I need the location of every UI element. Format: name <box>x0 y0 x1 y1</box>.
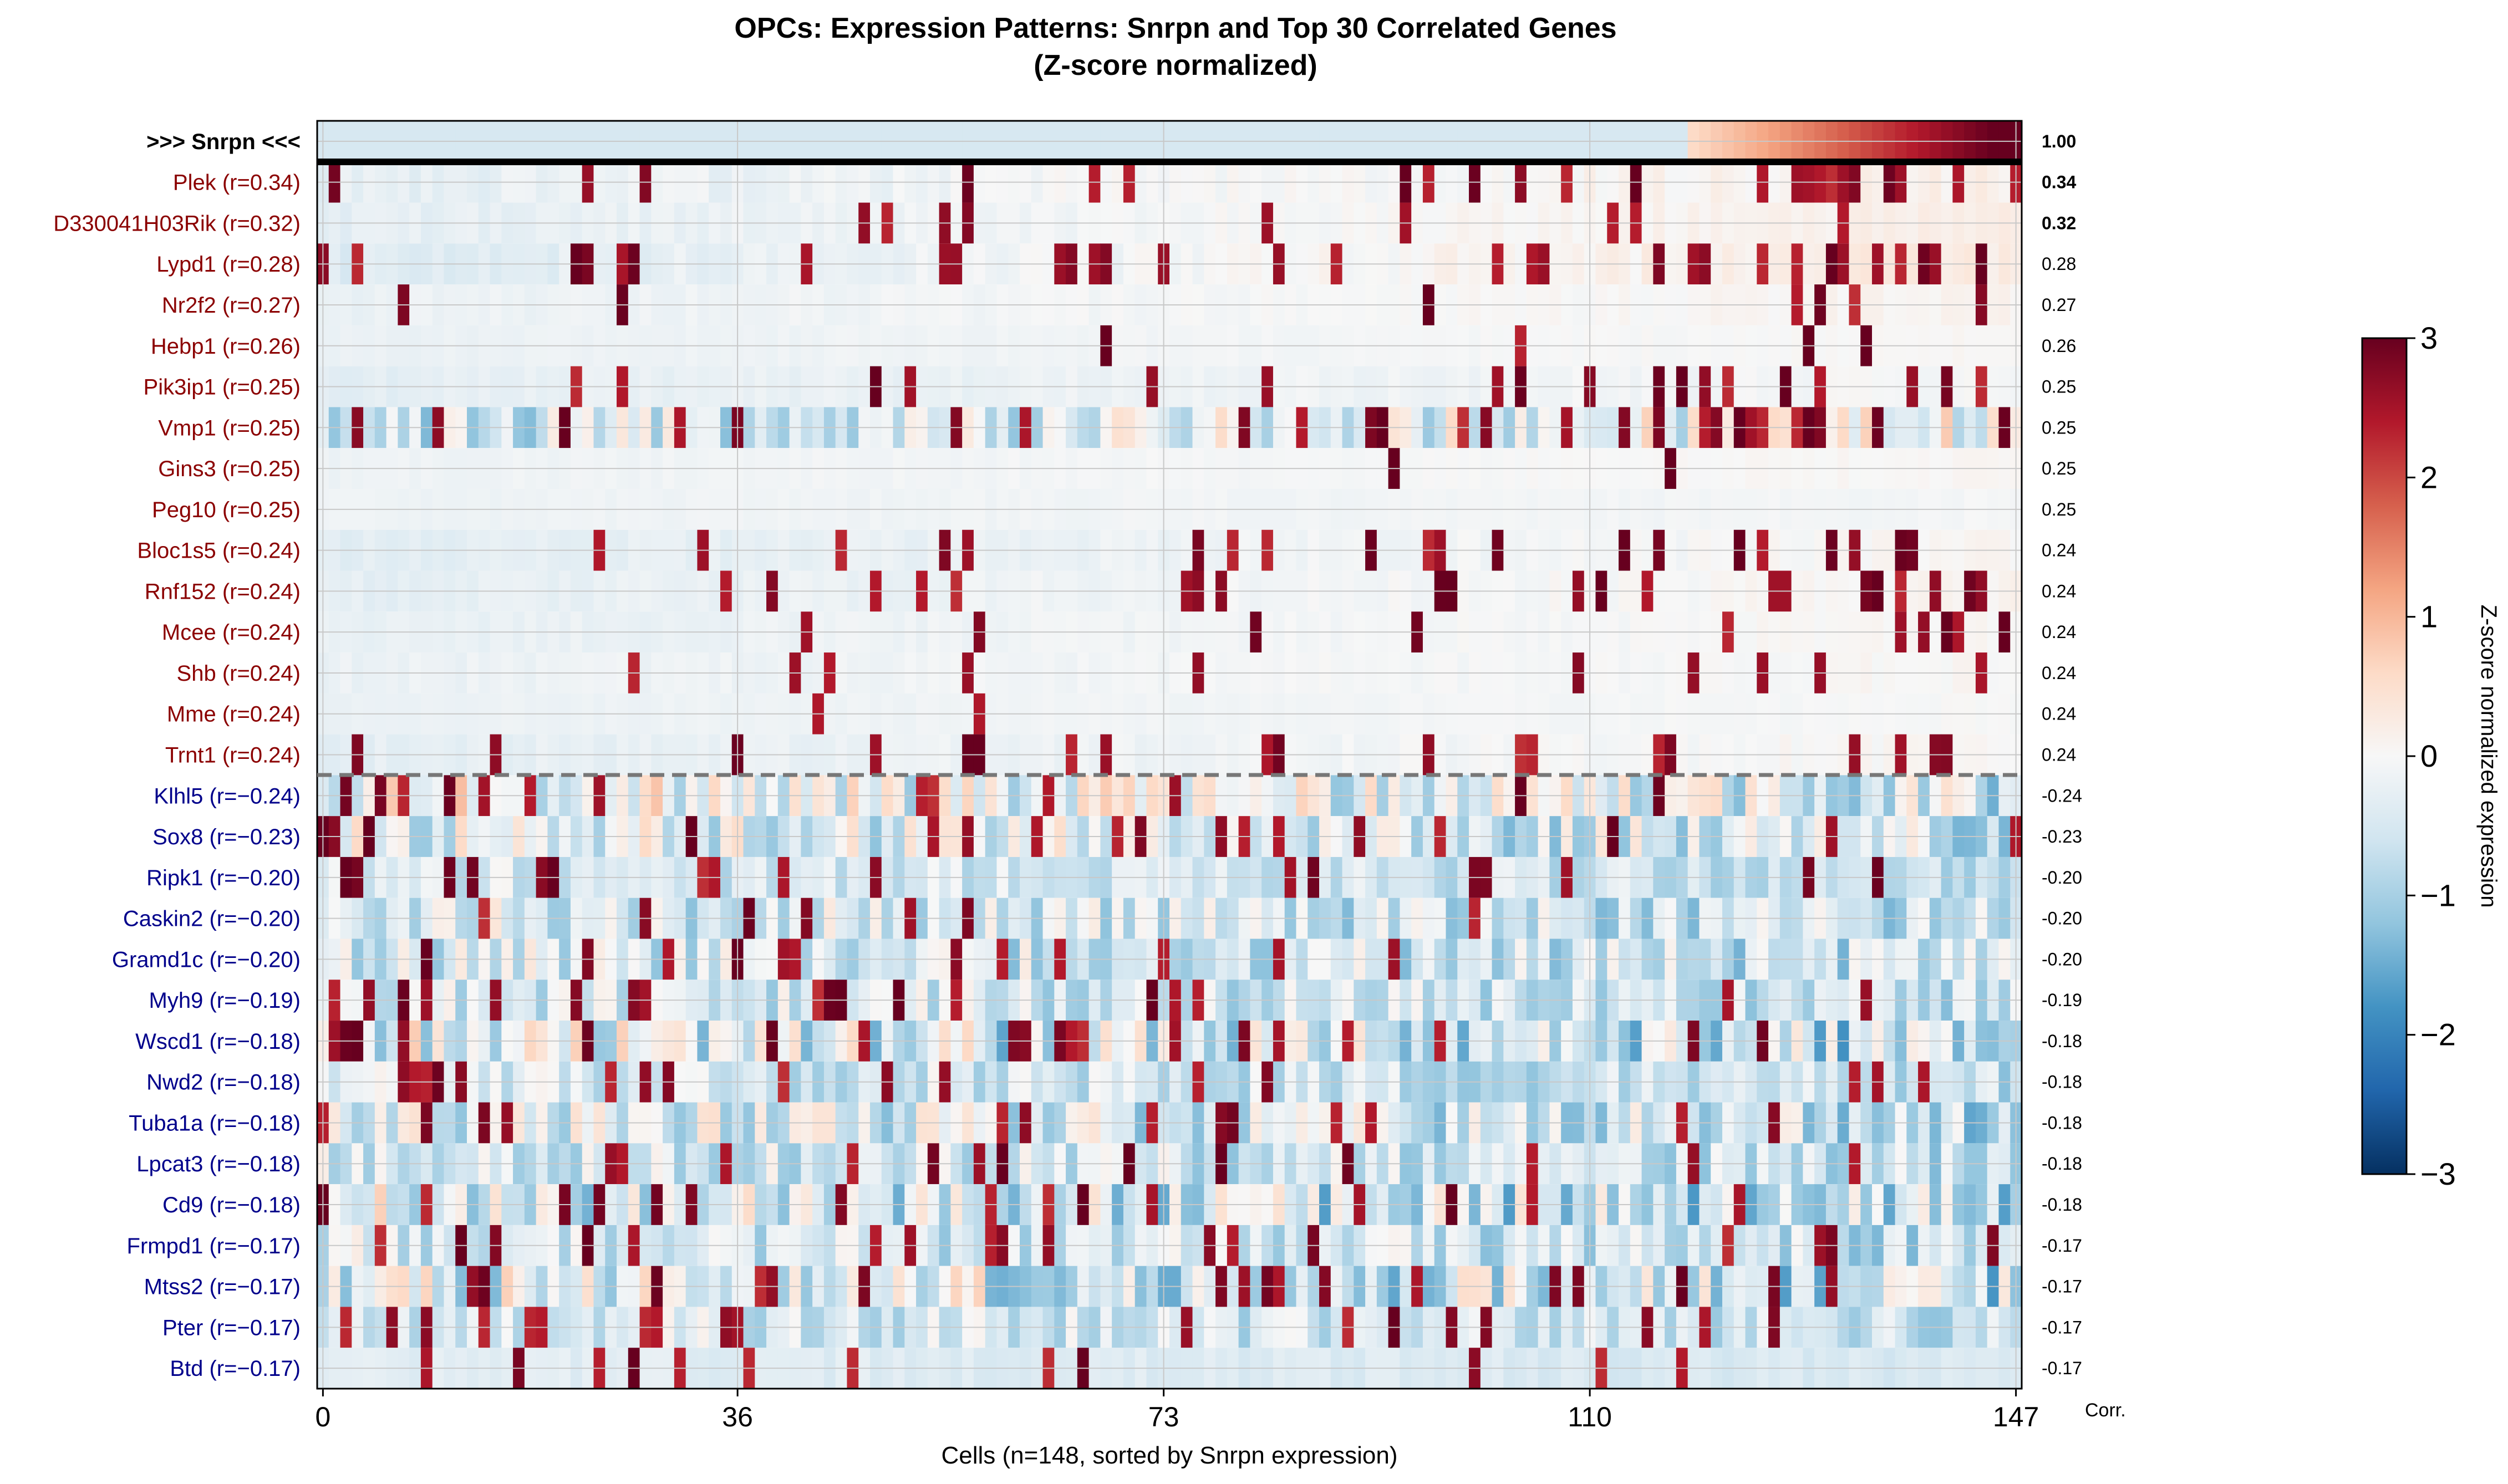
x-tick-label: 73 <box>1148 1401 1179 1432</box>
gene-label-myh9: Myh9 (r=−0.19) <box>149 988 301 1013</box>
corr-value-gins3: 0.25 <box>2042 458 2076 478</box>
corr-value-peg10: 0.25 <box>2042 499 2076 519</box>
gene-label-lpcat3: Lpcat3 (r=−0.18) <box>136 1152 301 1176</box>
gene-label-shb: Shb (r=0.24) <box>177 661 301 686</box>
colorbar-tick-label: 1 <box>2420 599 2438 634</box>
corr-value-wscd1: -0.18 <box>2042 1031 2082 1051</box>
colorbar-tick-label: −3 <box>2420 1156 2456 1191</box>
heatmap-cells <box>317 121 2022 1389</box>
gene-label-lypd1: Lypd1 (r=0.28) <box>156 252 301 277</box>
colorbar-label: Z-score normalized expression <box>2476 605 2501 908</box>
gene-label-plek: Plek (r=0.34) <box>173 171 301 195</box>
gene-label-mcee: Mcee (r=0.24) <box>162 620 301 645</box>
x-axis-ticks: 0 36 73 110 147 <box>315 1389 2039 1432</box>
gene-label-hebp1: Hebp1 (r=0.26) <box>151 334 301 359</box>
gene-label-snrpn: >>> Snrpn <<< <box>146 130 301 154</box>
colorbar-tick-label: 0 <box>2420 738 2438 773</box>
gene-label-mtss2: Mtss2 (r=−0.17) <box>144 1275 301 1299</box>
chart-title: OPCs: Expression Patterns: Snrpn and Top… <box>734 12 1616 44</box>
x-tick-label: 0 <box>315 1401 330 1432</box>
corr-value-d330041h03rik: 0.32 <box>2042 213 2076 233</box>
corr-value-klhl5: -0.24 <box>2042 786 2082 805</box>
grid-lines <box>317 121 2022 1389</box>
gene-label-peg10: Peg10 (r=0.25) <box>152 498 301 522</box>
corr-header: Corr. <box>2085 1400 2126 1421</box>
corr-value-mcee: 0.24 <box>2042 622 2076 642</box>
gene-label-rnf152: Rnf152 (r=0.24) <box>145 579 301 604</box>
corr-value-cd9: -0.18 <box>2042 1195 2082 1215</box>
corr-value-gramd1c: -0.20 <box>2042 949 2082 969</box>
gene-label-nr2f2: Nr2f2 (r=0.27) <box>162 293 301 318</box>
gene-label-mme: Mme (r=0.24) <box>167 702 301 727</box>
corr-value-ripk1: -0.20 <box>2042 868 2082 888</box>
heatmap-frame <box>316 120 2023 1390</box>
gene-label-vmp1: Vmp1 (r=0.25) <box>158 416 301 440</box>
corr-value-bloc1s5: 0.24 <box>2042 540 2076 560</box>
colorbar-tick-label: −2 <box>2420 1017 2456 1052</box>
corr-value-rnf152: 0.24 <box>2042 581 2076 601</box>
corr-value-pter: -0.17 <box>2042 1317 2082 1337</box>
corr-value-tuba1a: -0.18 <box>2042 1113 2082 1133</box>
corr-value-vmp1: 0.25 <box>2042 417 2076 437</box>
correlation-values: 1.00 0.34 0.32 0.28 0.27 0.26 0.25 0.25 0.25 0.25… <box>2042 131 2082 1378</box>
chart-subtitle: (Z-score normalized) <box>1034 49 1317 81</box>
gene-label-tuba1a: Tuba1a (r=−0.18) <box>129 1111 301 1135</box>
x-tick-label: 147 <box>1993 1401 2039 1432</box>
corr-value-caskin2: -0.20 <box>2042 909 2082 929</box>
corr-value-nwd2: -0.18 <box>2042 1072 2082 1092</box>
gene-label-gins3: Gins3 (r=0.25) <box>158 457 301 481</box>
corr-value-mtss2: -0.17 <box>2042 1277 2082 1297</box>
colorbar-tick-label: 3 <box>2420 320 2438 355</box>
gene-label-bloc1s5: Bloc1s5 (r=0.24) <box>137 539 301 563</box>
corr-value-myh9: -0.19 <box>2042 990 2082 1010</box>
corr-value-btd: -0.17 <box>2042 1358 2082 1378</box>
gene-label-sox8: Sox8 (r=−0.23) <box>152 825 301 849</box>
gene-label-klhl5: Klhl5 (r=−0.24) <box>154 784 301 808</box>
corr-value-lpcat3: -0.18 <box>2042 1154 2082 1174</box>
corr-value-hebp1: 0.26 <box>2042 336 2076 356</box>
corr-value-shb: 0.24 <box>2042 663 2076 683</box>
corr-value-plek: 0.34 <box>2042 172 2076 192</box>
gene-label-trnt1: Trnt1 (r=0.24) <box>165 743 301 768</box>
corr-value-nr2f2: 0.27 <box>2042 295 2076 315</box>
colorbar <box>2361 337 2408 1175</box>
gene-label-ripk1: Ripk1 (r=−0.20) <box>146 866 301 890</box>
gene-label-frmpd1: Frmpd1 (r=−0.17) <box>127 1234 301 1258</box>
colorbar-ticks: 3 2 1 0 −1 −2 −3 <box>2407 320 2456 1191</box>
x-tick-label: 110 <box>1568 1401 1612 1432</box>
gene-label-gramd1c: Gramd1c (r=−0.20) <box>112 947 301 972</box>
gene-label-wscd1: Wscd1 (r=−0.18) <box>135 1029 301 1054</box>
colorbar-tick-label: 2 <box>2420 460 2438 494</box>
gene-label-caskin2: Caskin2 (r=−0.20) <box>123 907 301 931</box>
corr-value-trnt1: 0.24 <box>2042 745 2076 765</box>
gene-label-pter: Pter (r=−0.17) <box>162 1315 301 1340</box>
corr-value-snrpn: 1.00 <box>2042 131 2076 151</box>
gene-label-cd9: Cd9 (r=−0.18) <box>162 1193 301 1217</box>
corr-value-frmpd1: -0.17 <box>2042 1236 2082 1256</box>
gene-label-d330041h03rik: D330041H03Rik (r=0.32) <box>53 211 301 236</box>
x-tick-label: 36 <box>722 1401 753 1432</box>
corr-value-sox8: -0.23 <box>2042 827 2082 846</box>
gene-label-pik3ip1: Pik3ip1 (r=0.25) <box>144 375 301 400</box>
gene-label-btd: Btd (r=−0.17) <box>170 1356 301 1381</box>
gene-label-nwd2: Nwd2 (r=−0.18) <box>146 1070 301 1095</box>
corr-value-lypd1: 0.28 <box>2042 254 2076 274</box>
corr-value-mme: 0.24 <box>2042 704 2076 724</box>
gene-labels: >>> Snrpn <<< Plek (r=0.34) D330041H03Rik … <box>53 130 301 1381</box>
colorbar-tick-label: −1 <box>2420 878 2456 912</box>
x-axis-label: Cells (n=148, sorted by Snrpn expression… <box>942 1442 1398 1469</box>
corr-value-pik3ip1: 0.25 <box>2042 377 2076 397</box>
